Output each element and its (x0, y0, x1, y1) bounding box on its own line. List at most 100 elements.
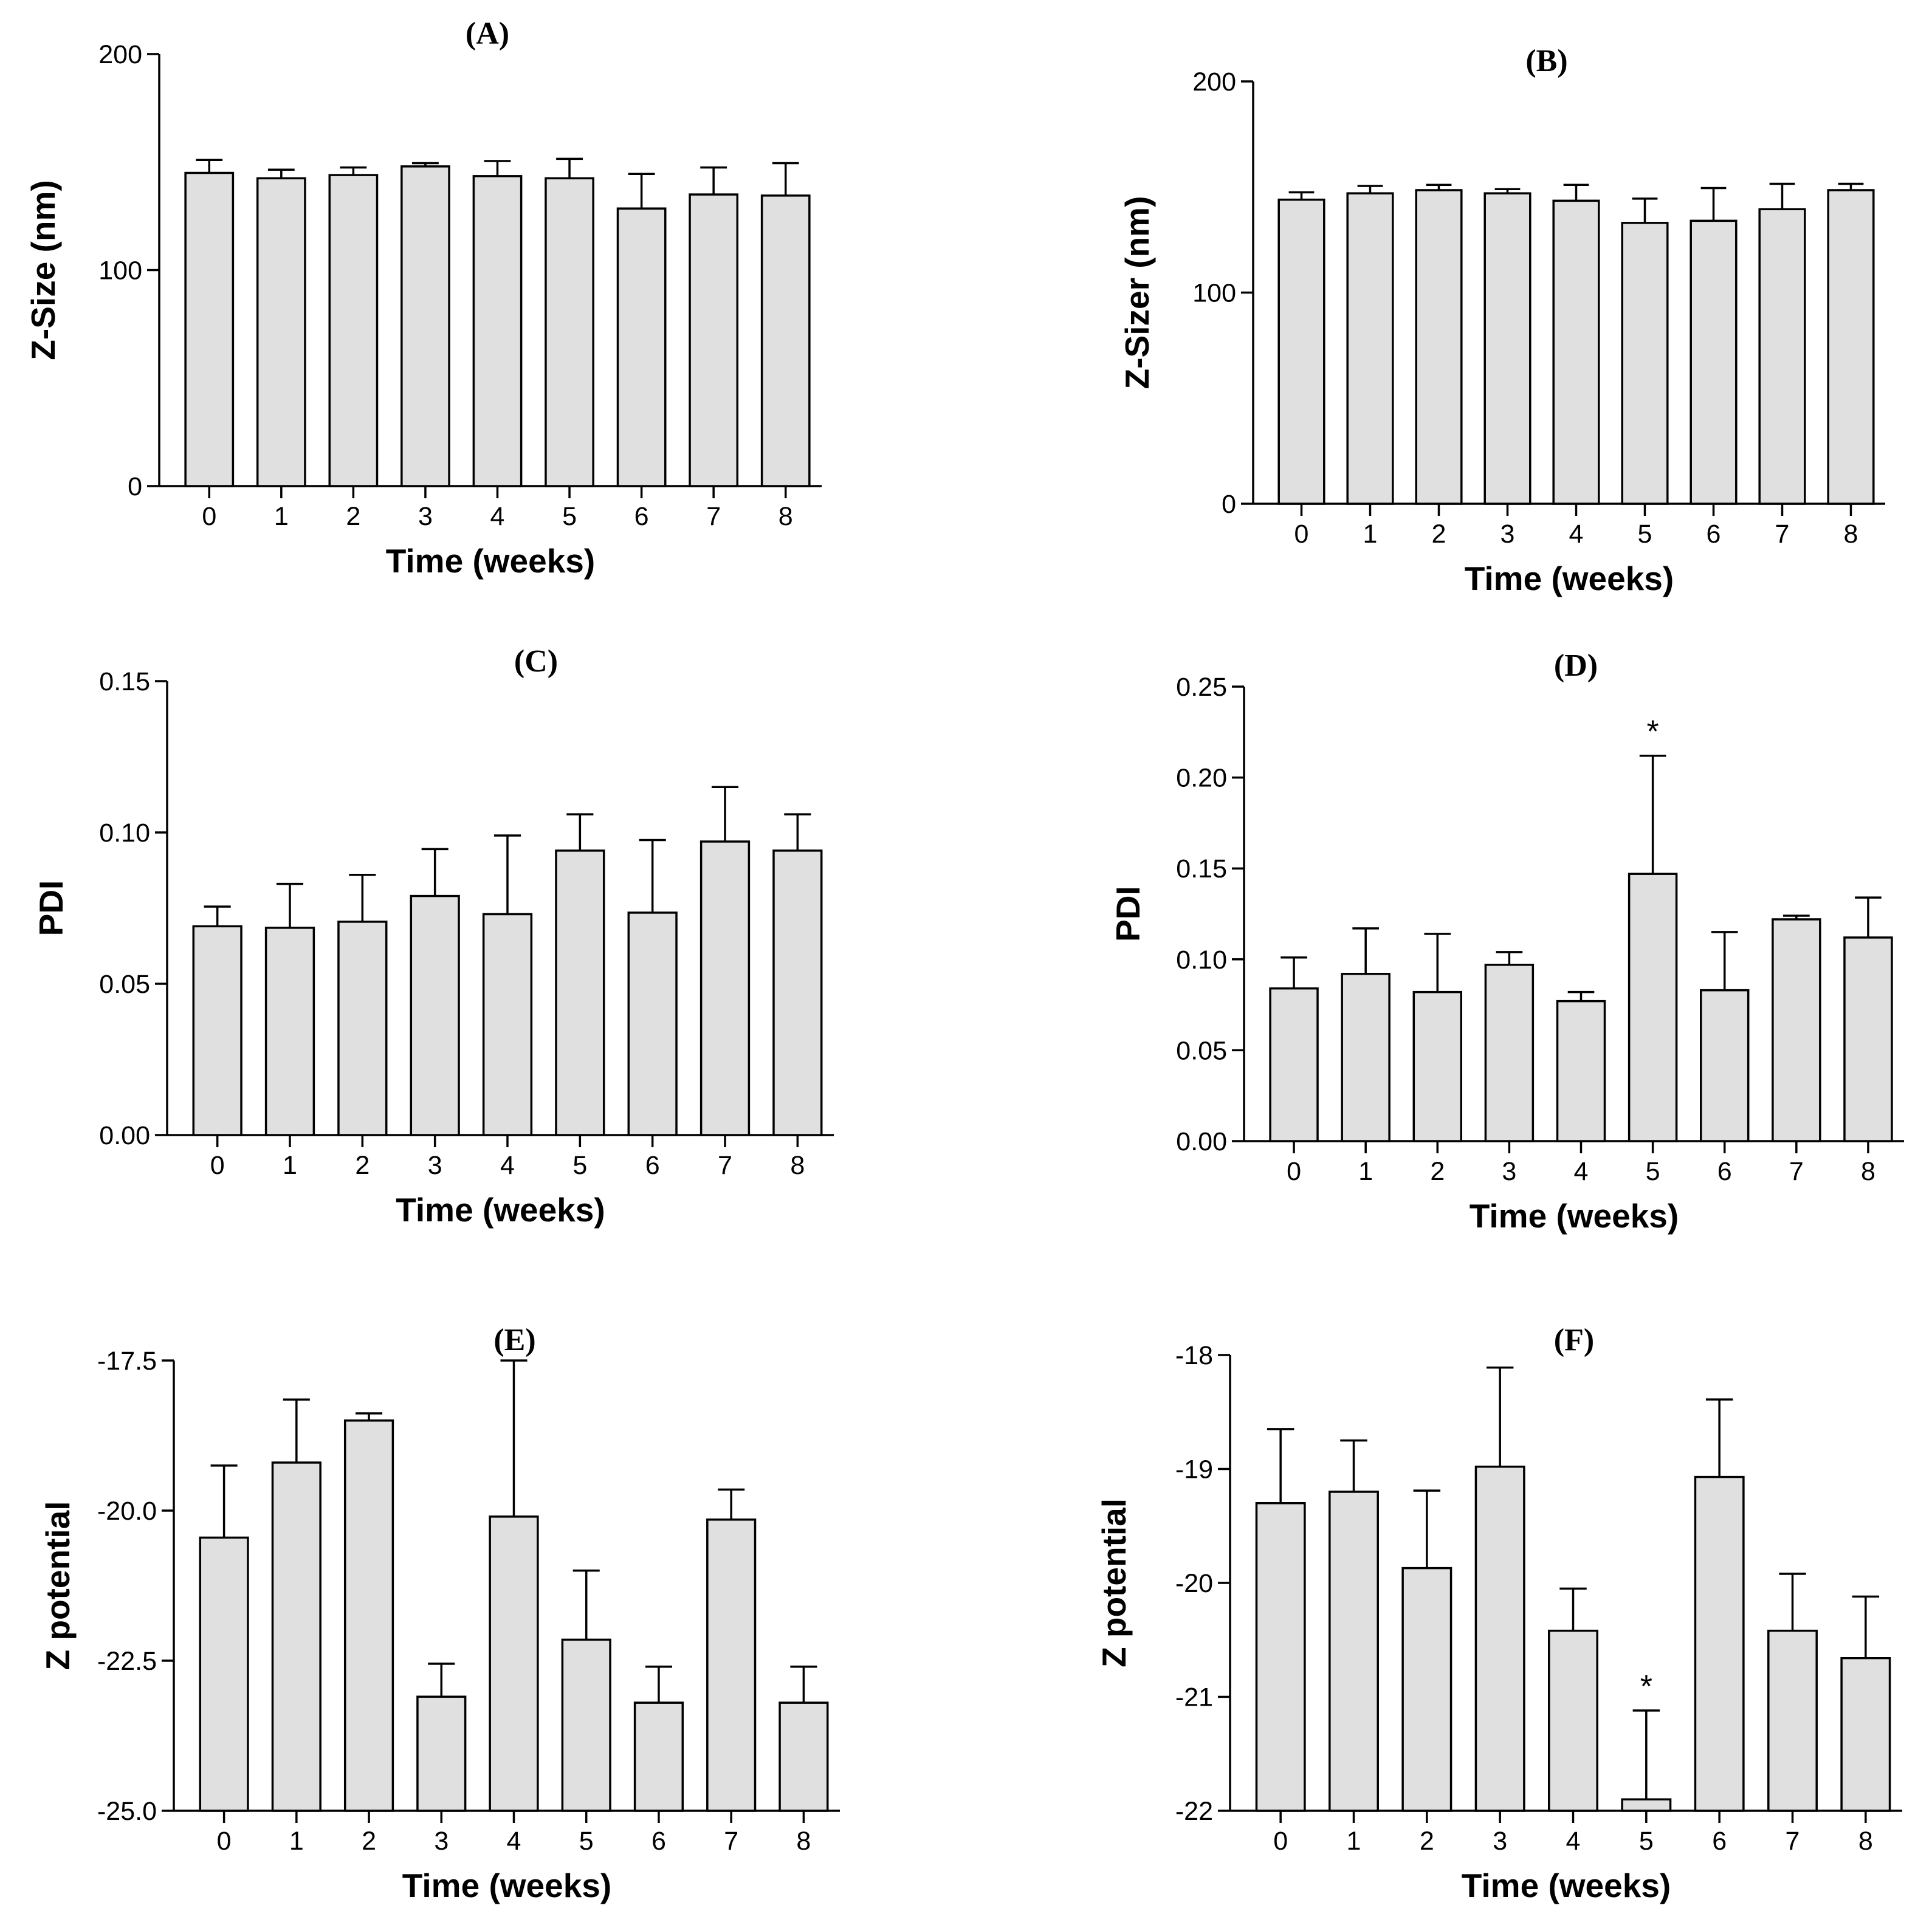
chart-f-ytick-label: -21 (1175, 1683, 1213, 1712)
chart-e-bar (489, 1515, 539, 1812)
chart-b-xtick-label: 3 (1501, 520, 1515, 549)
chart-a-bar (256, 177, 306, 487)
chart-b-y-axis-label: Z-Sizer (nm) (1118, 196, 1156, 389)
chart-e-ytick-label: -17.5 (97, 1347, 157, 1376)
chart-d-bar (1772, 918, 1821, 1142)
chart-b-bar (1552, 199, 1600, 505)
chart-b-bar (1621, 222, 1669, 505)
chart-c-bar (337, 921, 388, 1136)
chart-b-title: (B) (1525, 44, 1567, 78)
chart-f-significance-marker: * (1640, 1669, 1652, 1704)
chart-b-xtick-label: 1 (1363, 520, 1378, 549)
chart-e-bar (416, 1695, 467, 1812)
chart-d-xtick-label: 1 (1358, 1157, 1373, 1186)
chart-e-bar (633, 1701, 684, 1812)
chart-c-xtick-label: 3 (428, 1151, 442, 1180)
chart-a-ytick-label: 100 (98, 256, 142, 286)
chart-f-ytick-label: -19 (1175, 1455, 1213, 1484)
chart-f-xtick-label: 2 (1420, 1827, 1434, 1856)
chart-d-ytick-label: 0.05 (1176, 1036, 1227, 1065)
chart-c-bar (410, 894, 460, 1136)
chart-d-ytick-label: 0.10 (1176, 945, 1227, 975)
chart-c-xtick-label: 6 (645, 1151, 660, 1180)
chart-b-xtick-label: 6 (1707, 520, 1721, 549)
chart-f-bar (1255, 1502, 1306, 1812)
chart-d-ytick-label: 0.15 (1176, 854, 1227, 884)
chart-c-xtick-label: 2 (355, 1151, 370, 1180)
chart-a-xtick-label: 5 (562, 502, 577, 531)
chart-a-ytick-label: 0 (128, 472, 142, 501)
chart-d-y-axis-label: PDI (1109, 886, 1147, 942)
chart-c-bar (700, 840, 751, 1136)
chart-a-bar (184, 171, 235, 487)
chart-d-ytick-label: 0.20 (1176, 764, 1227, 793)
chart-c-xtick-label: 8 (790, 1151, 805, 1180)
chart-f-bar (1548, 1630, 1598, 1812)
chart-f-ytick-label: -20 (1175, 1569, 1213, 1598)
chart-e-title: (E) (493, 1323, 535, 1357)
chart-d-xtick-label: 2 (1430, 1157, 1445, 1186)
chart-a-xtick-label: 4 (490, 502, 505, 531)
chart-f-xtick-label: 4 (1566, 1827, 1581, 1856)
chart-c-xtick-label: 0 (210, 1151, 225, 1180)
chart-e-bar (706, 1518, 757, 1812)
chart-d-xtick-label: 3 (1502, 1157, 1516, 1186)
chart-b-bar (1483, 192, 1532, 505)
chart-c-bar (627, 911, 678, 1136)
chart-a-bar (616, 207, 667, 487)
chart-b-xtick-label: 0 (1294, 520, 1309, 549)
chart-f-xtick-label: 1 (1347, 1827, 1361, 1856)
chart-e-bar (779, 1701, 829, 1812)
chart-e-xtick-label: 6 (651, 1827, 666, 1856)
chart-e-bar (271, 1461, 321, 1812)
chart-e-xtick-label: 0 (217, 1827, 232, 1856)
chart-b-bar (1758, 208, 1806, 505)
chart-c-bar (772, 849, 823, 1136)
chart-a-xtick-label: 7 (706, 502, 721, 531)
chart-e-y-axis-label: Z potential (39, 1501, 77, 1670)
chart-f-bar (1329, 1491, 1379, 1812)
chart-c-xtick-label: 4 (500, 1151, 515, 1180)
chart-d-bar (1556, 1000, 1606, 1142)
chart-f-y-axis-label: Z potential (1095, 1498, 1133, 1667)
chart-c-ytick-label: 0.15 (99, 667, 150, 696)
chart-a-bar (545, 177, 594, 487)
chart-c-xtick-label: 5 (572, 1151, 587, 1180)
chart-f-xtick-label: 7 (1786, 1827, 1800, 1856)
chart-f-bar (1621, 1798, 1672, 1812)
chart-a-title: (A) (466, 16, 509, 51)
chart-c-ytick-label: 0.05 (99, 970, 150, 999)
chart-f-ytick-label: -18 (1175, 1341, 1213, 1370)
chart-c-x-axis-label: Time (weeks) (396, 1191, 605, 1229)
chart-d-bar (1628, 873, 1678, 1142)
chart-d-bar (1699, 989, 1750, 1142)
chart-e-ytick-label: -20.0 (97, 1497, 157, 1526)
chart-e-xtick-label: 3 (434, 1827, 449, 1856)
chart-c-xtick-label: 1 (283, 1151, 297, 1180)
chart-c-y-axis-label: PDI (32, 880, 70, 936)
chart-b-xtick-label: 8 (1844, 520, 1858, 549)
chart-a-xtick-label: 2 (346, 502, 360, 531)
chart-a-bar (689, 193, 739, 487)
chart-f-xtick-label: 0 (1273, 1827, 1288, 1856)
chart-b-bar (1277, 198, 1325, 505)
chart-f-bar (1694, 1475, 1745, 1812)
chart-e-xtick-label: 7 (724, 1827, 738, 1856)
chart-a-xtick-label: 8 (779, 502, 793, 531)
chart-e-x-axis-label: Time (weeks) (402, 1867, 611, 1904)
chart-f-bar (1401, 1566, 1452, 1812)
chart-c-bar (192, 925, 242, 1136)
chart-d-xtick-label: 0 (1287, 1157, 1301, 1186)
chart-e-xtick-label: 2 (362, 1827, 376, 1856)
chart-c-bar (555, 849, 605, 1136)
chart-e-ytick-label: -22.5 (97, 1647, 157, 1676)
chart-b-bar (1346, 192, 1394, 505)
chart-a-bar (400, 165, 450, 487)
chart-a-xtick-label: 1 (274, 502, 289, 531)
chart-d-xtick-label: 8 (1861, 1157, 1875, 1186)
chart-d-bar (1269, 987, 1319, 1142)
chart-b-xtick-label: 7 (1775, 520, 1790, 549)
chart-c-ytick-label: 0.00 (99, 1121, 150, 1150)
chart-f-xtick-label: 5 (1639, 1827, 1654, 1856)
